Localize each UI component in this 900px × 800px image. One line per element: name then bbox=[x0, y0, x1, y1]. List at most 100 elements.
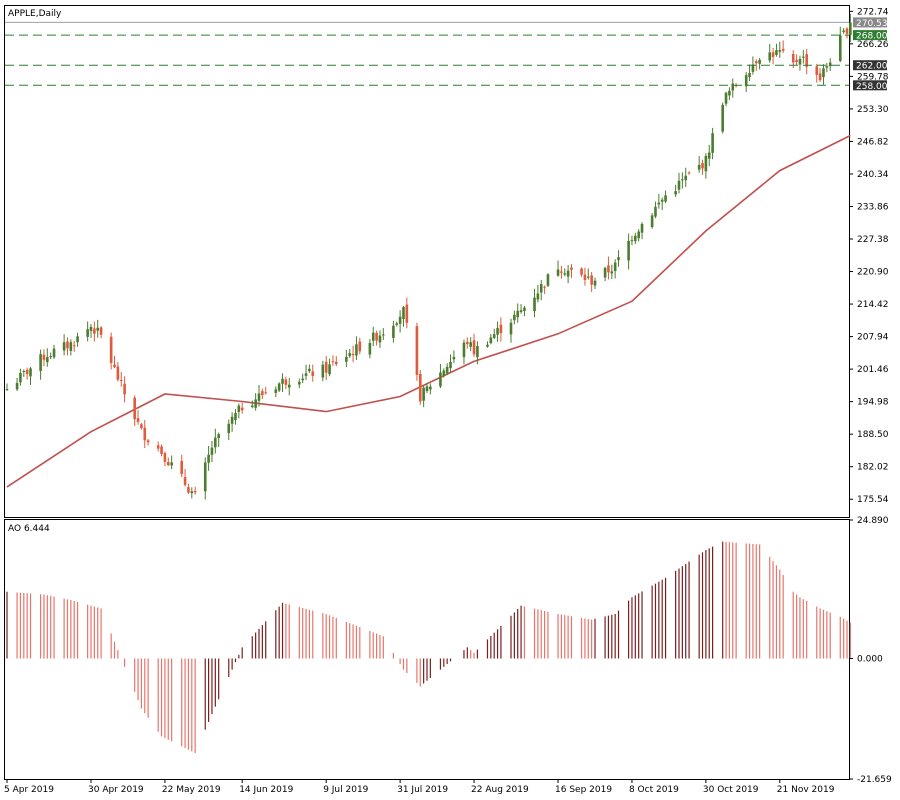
candle-body bbox=[791, 53, 795, 63]
candle-body bbox=[190, 491, 194, 494]
price-axis: 272.74 266.26 259.78 253.30 246.82 240.34 233.… bbox=[849, 7, 889, 505]
candle-body bbox=[818, 73, 822, 81]
candle-body bbox=[802, 56, 805, 58]
candle-body bbox=[593, 280, 597, 286]
candle-body bbox=[334, 361, 338, 365]
candle-body bbox=[637, 231, 640, 239]
candle-body bbox=[277, 383, 281, 391]
candle-body bbox=[617, 257, 620, 261]
candle-body bbox=[284, 379, 288, 385]
candle-body bbox=[704, 155, 708, 172]
candle-body bbox=[281, 378, 284, 384]
candle-body bbox=[452, 356, 456, 360]
candle-body bbox=[439, 372, 442, 387]
candle-body bbox=[183, 477, 187, 485]
price-tag-label: 270.53 bbox=[856, 19, 888, 29]
candle-body bbox=[815, 66, 819, 75]
candle-body bbox=[701, 162, 704, 169]
candle-body bbox=[99, 327, 103, 335]
candle-body bbox=[546, 274, 550, 286]
candle-body bbox=[301, 378, 304, 381]
candle-body bbox=[230, 416, 234, 424]
ao-tick-label: -21.659 bbox=[857, 775, 892, 785]
candle-body bbox=[402, 307, 405, 320]
time-tick-label: 22 May 2019 bbox=[162, 785, 221, 795]
candle-body bbox=[822, 68, 825, 78]
candle-body bbox=[207, 454, 210, 463]
candle-body bbox=[556, 269, 560, 276]
candle-body bbox=[744, 75, 748, 87]
price-tick-label: 220.90 bbox=[857, 268, 889, 278]
candle-body bbox=[29, 368, 32, 377]
candle-body bbox=[170, 462, 173, 466]
candle-body bbox=[274, 389, 278, 393]
ao-axis: 24.890 0.000 -21.659 bbox=[849, 516, 892, 785]
price-tag bbox=[853, 30, 887, 41]
candle-body bbox=[476, 345, 479, 358]
price-tick-label: 259.78 bbox=[857, 72, 889, 82]
candle-body bbox=[842, 30, 845, 32]
candle-body bbox=[378, 335, 382, 343]
candle-body bbox=[52, 348, 56, 358]
candle-body bbox=[227, 423, 231, 434]
candle-body bbox=[728, 90, 731, 96]
candle-body bbox=[46, 357, 49, 363]
candle-body bbox=[607, 265, 610, 273]
candle-body bbox=[133, 397, 136, 420]
candle-body bbox=[781, 48, 785, 51]
candle-body bbox=[217, 434, 220, 439]
candle-body bbox=[758, 59, 761, 64]
candle-body bbox=[778, 50, 782, 52]
candle-body bbox=[348, 353, 352, 357]
candle-body bbox=[533, 297, 536, 312]
candle-body bbox=[49, 356, 52, 358]
candle-body bbox=[89, 326, 93, 331]
price-tick-label: 188.50 bbox=[857, 430, 889, 440]
price-tag bbox=[853, 60, 887, 71]
candle-body bbox=[358, 341, 362, 352]
candle-body bbox=[798, 58, 802, 65]
price-tick-label: 227.38 bbox=[857, 235, 889, 245]
candle-body bbox=[748, 72, 751, 78]
candle-body bbox=[610, 271, 614, 274]
candle-body bbox=[687, 172, 691, 174]
price-tag bbox=[853, 80, 887, 91]
candle-body bbox=[768, 52, 772, 61]
candle-body bbox=[382, 334, 385, 336]
candle-body bbox=[210, 447, 214, 455]
candle-body bbox=[351, 353, 355, 356]
candle-body bbox=[583, 274, 587, 280]
candle-body bbox=[136, 418, 140, 422]
candle-body bbox=[466, 341, 469, 345]
candle-body bbox=[674, 191, 677, 195]
candle-body bbox=[214, 437, 217, 448]
candle-body bbox=[795, 59, 798, 62]
price-tick-label: 182.02 bbox=[857, 463, 889, 473]
candle-body bbox=[724, 92, 728, 104]
candle-body bbox=[143, 427, 147, 441]
candle-body bbox=[395, 323, 399, 325]
candle-body bbox=[156, 445, 160, 449]
candle-body bbox=[519, 310, 523, 312]
time-tick-label: 14 Jun 2019 bbox=[239, 785, 293, 795]
price-panel: APPLE,Daily bbox=[4, 5, 852, 518]
candle-body bbox=[109, 336, 113, 363]
ao-panel: AO 6.444 bbox=[4, 519, 851, 780]
candle-body bbox=[42, 354, 46, 360]
candle-body bbox=[509, 322, 513, 335]
candle-body bbox=[586, 276, 590, 278]
candle-body bbox=[681, 179, 684, 181]
candle-body bbox=[62, 342, 66, 351]
candle-body bbox=[442, 370, 446, 376]
candle-body bbox=[684, 175, 688, 181]
candle-body bbox=[287, 384, 291, 388]
candle-body bbox=[513, 314, 516, 321]
candle-body bbox=[328, 364, 331, 375]
price-panel-frame bbox=[4, 5, 850, 518]
level-lines-layer bbox=[5, 21, 849, 86]
candle-body bbox=[261, 391, 264, 396]
candle-body bbox=[523, 307, 526, 312]
candle-body bbox=[707, 152, 711, 159]
candle-body bbox=[203, 462, 207, 492]
candle-body bbox=[754, 61, 758, 64]
